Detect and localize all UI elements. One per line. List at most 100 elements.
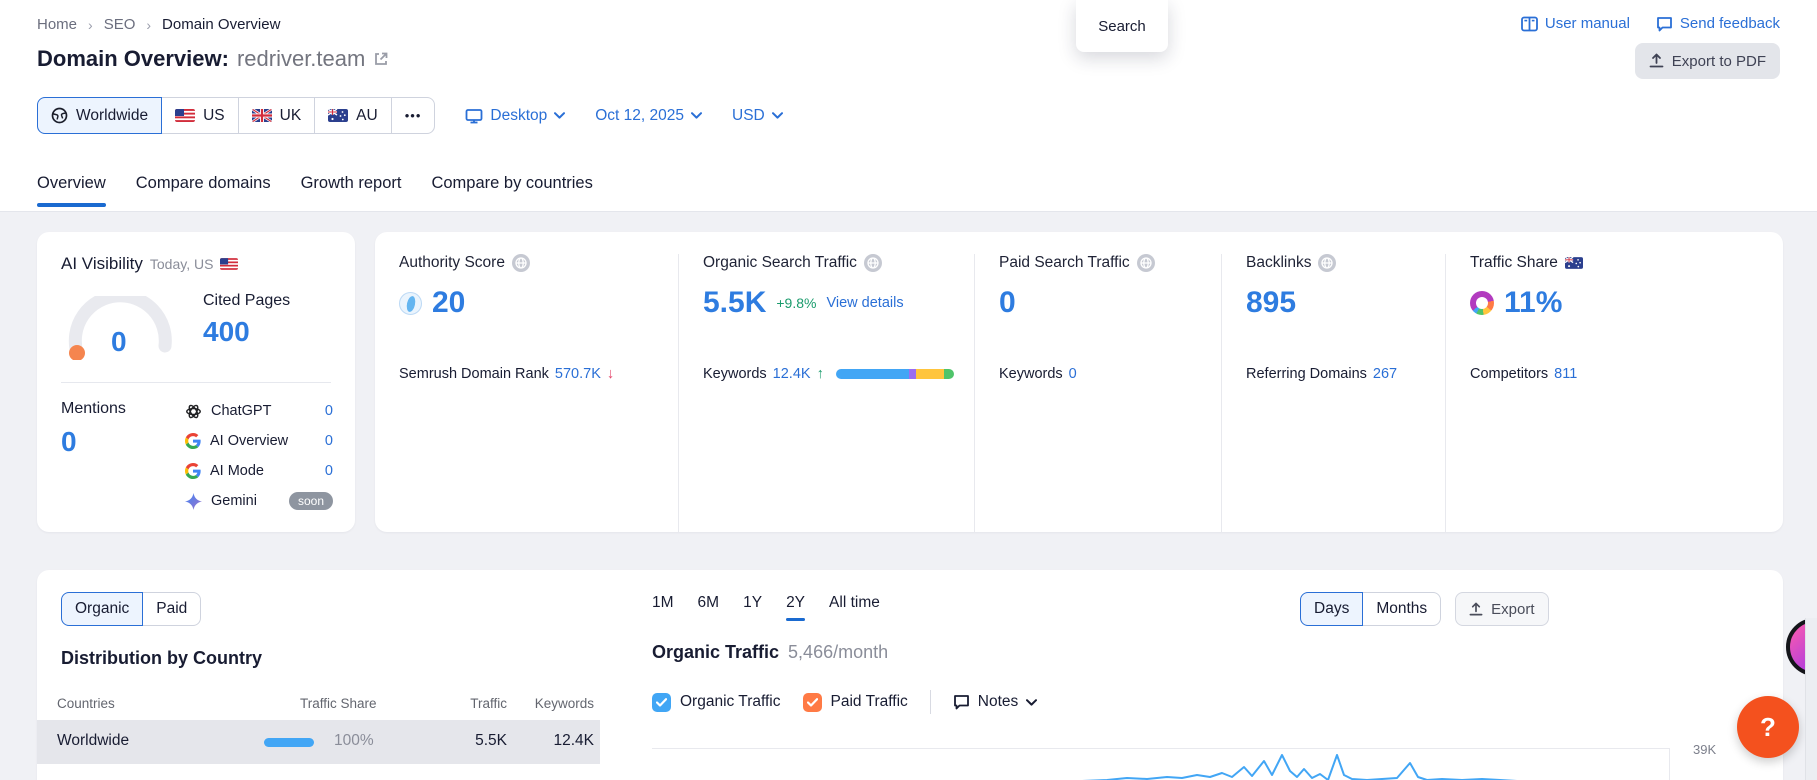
time-range-2y[interactable]: 2Y bbox=[786, 594, 805, 621]
domain-rank-value[interactable]: 570.7K bbox=[554, 366, 601, 382]
ai-row-label: ChatGPT bbox=[211, 403, 272, 419]
ai-row-value[interactable]: 0 bbox=[324, 433, 333, 449]
user-manual-link[interactable]: User manual bbox=[1520, 15, 1630, 32]
cited-pages-label: Cited Pages bbox=[203, 292, 291, 309]
chart-title-row: Organic Traffic 5,466/month bbox=[652, 642, 888, 663]
chart-legend: Organic Traffic Paid Traffic Notes bbox=[652, 690, 1038, 714]
legend-label: Organic Traffic bbox=[680, 693, 781, 710]
chevron-down-icon bbox=[554, 112, 566, 119]
tab-compare-by-countries[interactable]: Compare by countries bbox=[431, 174, 593, 192]
chevron-down-icon bbox=[691, 112, 703, 119]
time-range-6m[interactable]: 6M bbox=[697, 594, 720, 611]
us-flag-icon bbox=[220, 258, 239, 270]
info-globe-icon[interactable] bbox=[1318, 254, 1337, 272]
help-button[interactable]: ? bbox=[1737, 696, 1799, 758]
ai-row-ai-mode: AI Mode 0 bbox=[185, 460, 333, 482]
country-name: Worldwide bbox=[57, 732, 130, 749]
date-dropdown[interactable]: Oct 12, 2025 bbox=[595, 106, 703, 125]
notes-dropdown[interactable]: Notes bbox=[953, 693, 1038, 711]
currency-dropdown[interactable]: USD bbox=[732, 107, 783, 125]
toggle-months[interactable]: Months bbox=[1362, 592, 1442, 626]
report-tabs: Overview Compare domains Growth report C… bbox=[37, 174, 593, 207]
breadcrumb-seo[interactable]: SEO bbox=[103, 16, 136, 33]
tab-compare-domains[interactable]: Compare domains bbox=[135, 174, 271, 192]
google-icon bbox=[185, 463, 201, 479]
toggle-days[interactable]: Days bbox=[1300, 592, 1364, 626]
region-more-button[interactable]: ••• bbox=[390, 97, 436, 134]
time-range-all-time[interactable]: All time bbox=[829, 594, 880, 611]
export-to-pdf-button[interactable]: Export to PDF bbox=[1634, 43, 1780, 79]
notes-bubble-icon bbox=[953, 695, 969, 710]
referring-domains-label: Referring Domains bbox=[1246, 366, 1367, 382]
region-au[interactable]: AU bbox=[314, 97, 392, 134]
table-row-worldwide[interactable]: Worldwide 100% 5.5K 12.4K bbox=[37, 720, 600, 764]
info-globe-icon[interactable] bbox=[1136, 254, 1155, 272]
send-feedback-link[interactable]: Send feedback bbox=[1656, 15, 1780, 32]
backlinks-column: Backlinks 895 Referring Domains 267 bbox=[1221, 254, 1445, 532]
metrics-card: Authority Score 20 Semrush Domain Rank 5… bbox=[375, 232, 1783, 532]
keywords-intent-bar bbox=[835, 369, 954, 379]
organic-traffic-chart[interactable] bbox=[652, 748, 1670, 780]
device-dropdown-label: Desktop bbox=[490, 106, 548, 124]
date-dropdown-label: Oct 12, 2025 bbox=[595, 106, 685, 124]
col-header-traffic-share: Traffic Share bbox=[300, 696, 377, 711]
paid-traffic-value: 0 bbox=[999, 286, 1016, 319]
domain-rank-label: Semrush Domain Rank bbox=[399, 366, 549, 382]
referring-domains-value[interactable]: 267 bbox=[1372, 366, 1398, 382]
ai-visibility-subtitle: Today, US bbox=[149, 256, 214, 272]
breadcrumb-home[interactable]: Home bbox=[37, 16, 78, 33]
authority-score-value: 20 bbox=[432, 286, 466, 319]
info-globe-icon[interactable] bbox=[511, 254, 530, 272]
paid-traffic-column: Paid Search Traffic 0 Keywords 0 bbox=[974, 254, 1221, 532]
col-header-keywords: Keywords bbox=[534, 696, 594, 711]
time-range-1y[interactable]: 1Y bbox=[743, 594, 763, 611]
tab-overview[interactable]: Overview bbox=[37, 174, 106, 207]
page-title-domain: redriver.team bbox=[236, 46, 366, 71]
paid-traffic-checkbox[interactable] bbox=[802, 692, 822, 712]
organic-traffic-change: +9.8% bbox=[776, 295, 817, 311]
keywords-value[interactable]: 0 bbox=[1068, 366, 1077, 382]
competitors-value[interactable]: 811 bbox=[1554, 366, 1578, 382]
legend-paid-traffic: Paid Traffic bbox=[802, 692, 908, 712]
organic-traffic-checkbox[interactable] bbox=[652, 692, 671, 712]
header-links: User manual Send feedback bbox=[1520, 15, 1780, 32]
region-us[interactable]: US bbox=[161, 97, 239, 134]
device-dropdown[interactable]: Desktop bbox=[465, 106, 566, 125]
view-details-link[interactable]: View details bbox=[826, 295, 904, 311]
region-uk[interactable]: UK bbox=[237, 97, 316, 134]
keywords-value[interactable]: 12.4K bbox=[772, 366, 811, 382]
time-range-1m[interactable]: 1M bbox=[652, 594, 674, 611]
traffic-cell: 5.5K bbox=[475, 732, 507, 749]
mentions-label: Mentions bbox=[61, 400, 126, 417]
y-axis-top-label: 39K bbox=[1693, 742, 1717, 757]
tab-growth-report[interactable]: Growth report bbox=[300, 174, 402, 192]
us-flag-icon bbox=[175, 109, 196, 122]
currency-dropdown-label: USD bbox=[732, 106, 765, 124]
cited-pages-value[interactable]: 400 bbox=[203, 316, 250, 347]
mentions-value[interactable]: 0 bbox=[61, 426, 77, 457]
export-button[interactable]: Export bbox=[1455, 592, 1549, 626]
region-au-label: AU bbox=[356, 106, 378, 124]
gemini-icon bbox=[185, 492, 202, 510]
ellipsis-icon: ••• bbox=[404, 108, 422, 123]
region-worldwide-label: Worldwide bbox=[76, 106, 149, 124]
authority-score-column: Authority Score 20 Semrush Domain Rank 5… bbox=[375, 254, 678, 532]
au-flag-icon bbox=[1564, 257, 1583, 269]
ai-row-value[interactable]: 0 bbox=[324, 463, 333, 479]
region-us-label: US bbox=[203, 106, 225, 124]
organic-paid-toggle: Organic Paid bbox=[61, 592, 202, 626]
book-icon bbox=[1520, 16, 1538, 32]
ai-row-value[interactable]: 0 bbox=[324, 403, 333, 419]
info-globe-icon[interactable] bbox=[863, 254, 882, 272]
toggle-paid[interactable]: Paid bbox=[142, 592, 202, 626]
divider bbox=[929, 690, 931, 714]
region-worldwide[interactable]: Worldwide bbox=[37, 97, 163, 134]
traffic-overview-card: Organic Paid Distribution by Country Cou… bbox=[37, 570, 1783, 780]
external-link-icon[interactable] bbox=[373, 51, 389, 67]
breadcrumb: Home › SEO › Domain Overview bbox=[37, 16, 280, 33]
user-manual-label: User manual bbox=[1544, 15, 1630, 32]
send-feedback-label: Send feedback bbox=[1679, 15, 1780, 32]
toggle-organic[interactable]: Organic bbox=[61, 592, 144, 626]
scrollbar-track[interactable] bbox=[1805, 618, 1817, 780]
legend-label: Paid Traffic bbox=[830, 693, 908, 710]
